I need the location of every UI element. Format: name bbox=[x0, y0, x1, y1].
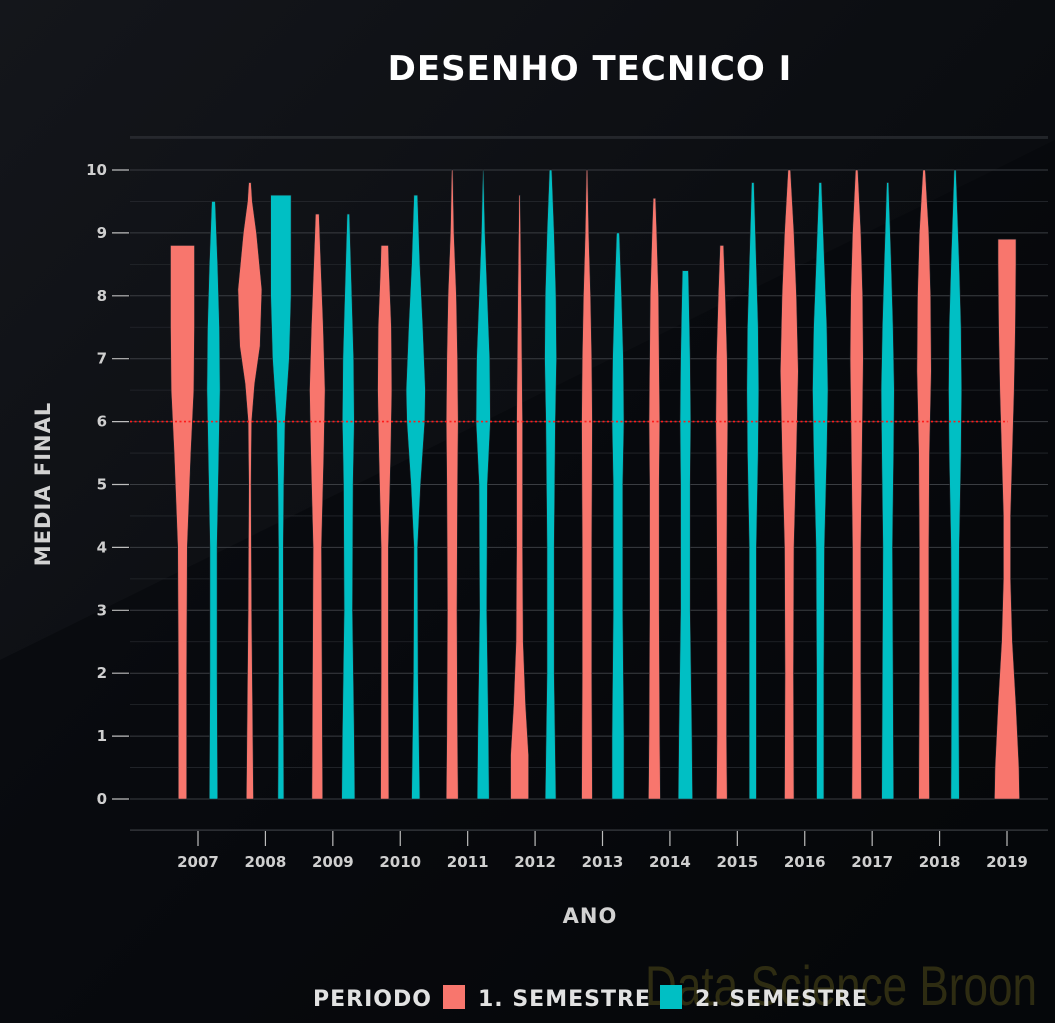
y-tick-label: 6 bbox=[97, 413, 107, 431]
y-tick-label: 0 bbox=[97, 790, 107, 808]
y-tick-label: 3 bbox=[97, 601, 107, 619]
violin-2011-s2 bbox=[475, 169, 491, 800]
axes: 0 1 2 3 4 5 6 7 8 9 10 2007 2008 2009 2010 2011 2012 2013… bbox=[86, 161, 1028, 871]
violin-2014-s1 bbox=[648, 198, 661, 800]
violin-2014-s2 bbox=[677, 270, 693, 800]
chart-title: DESENHO TECNICO I bbox=[388, 49, 793, 89]
y-tick-label: 1 bbox=[97, 727, 107, 745]
violin-2015-s1 bbox=[715, 245, 729, 800]
y-tick-label: 10 bbox=[86, 161, 107, 179]
legend-swatch-1-semestre bbox=[443, 985, 465, 1009]
legend: PERIODO 1. SEMESTRE 2. SEMESTRE bbox=[313, 985, 868, 1012]
x-tick-label: 2007 bbox=[177, 853, 219, 871]
violin-2007-s2 bbox=[206, 201, 221, 800]
x-tick-label: 2015 bbox=[716, 853, 758, 871]
violin-2013-s1 bbox=[581, 169, 593, 800]
violin-2010-s1 bbox=[377, 245, 393, 800]
violin-2009-s2 bbox=[341, 213, 356, 800]
watermark: Data Science Broon bbox=[645, 954, 1037, 1017]
y-tick-label: 5 bbox=[97, 476, 107, 494]
x-tick-label: 2014 bbox=[649, 853, 691, 871]
violin-2013-s2 bbox=[611, 232, 625, 800]
y-tick-label: 7 bbox=[97, 350, 107, 368]
violin-2009-s1 bbox=[309, 213, 326, 800]
x-tick-label: 2010 bbox=[379, 853, 421, 871]
violin-2016-s1 bbox=[780, 169, 799, 800]
y-tick-label: 8 bbox=[97, 287, 107, 305]
x-tick-label: 2016 bbox=[784, 853, 826, 871]
violin-2016-s2 bbox=[812, 182, 829, 800]
watermark-text: Data Science Broon bbox=[645, 954, 1037, 1017]
x-tick-label: 2011 bbox=[447, 853, 489, 871]
violins bbox=[170, 169, 1020, 800]
violin-2010-s2 bbox=[405, 194, 426, 800]
violin-2018-s2 bbox=[948, 169, 962, 800]
violin-2017-s1 bbox=[849, 169, 864, 800]
x-tick-label: 2008 bbox=[245, 853, 287, 871]
x-axis-title: ANO bbox=[563, 904, 618, 928]
x-tick-label: 2019 bbox=[986, 853, 1028, 871]
legend-label-2-semestre: 2. SEMESTRE bbox=[695, 987, 868, 1012]
legend-title: PERIODO bbox=[313, 987, 432, 1012]
y-tick-label: 9 bbox=[97, 224, 107, 242]
x-tick-label: 2012 bbox=[514, 853, 556, 871]
violin-2018-s1 bbox=[916, 169, 932, 800]
x-tick-label: 2009 bbox=[312, 853, 354, 871]
y-axis-title: MEDIA FINAL bbox=[31, 402, 55, 566]
x-tick-label: 2017 bbox=[851, 853, 893, 871]
y-tick-label: 2 bbox=[97, 664, 107, 682]
violin-2011-s1 bbox=[445, 169, 459, 800]
violin-2017-s2 bbox=[880, 182, 895, 800]
violin-2015-s2 bbox=[746, 182, 760, 800]
violin-2012-s1 bbox=[510, 194, 529, 800]
violin-2008-s1 bbox=[237, 182, 263, 800]
violin-2019-s1 bbox=[994, 238, 1020, 800]
x-tick-label: 2013 bbox=[582, 853, 624, 871]
violin-2012-s2 bbox=[544, 169, 557, 800]
x-tick-label: 2018 bbox=[919, 853, 961, 871]
violin-2008-s2 bbox=[270, 194, 292, 800]
legend-label-1-semestre: 1. SEMESTRE bbox=[478, 987, 651, 1012]
y-tick-label: 4 bbox=[97, 538, 107, 556]
violin-2007-s1 bbox=[170, 245, 195, 800]
legend-swatch-2-semestre bbox=[660, 985, 682, 1009]
